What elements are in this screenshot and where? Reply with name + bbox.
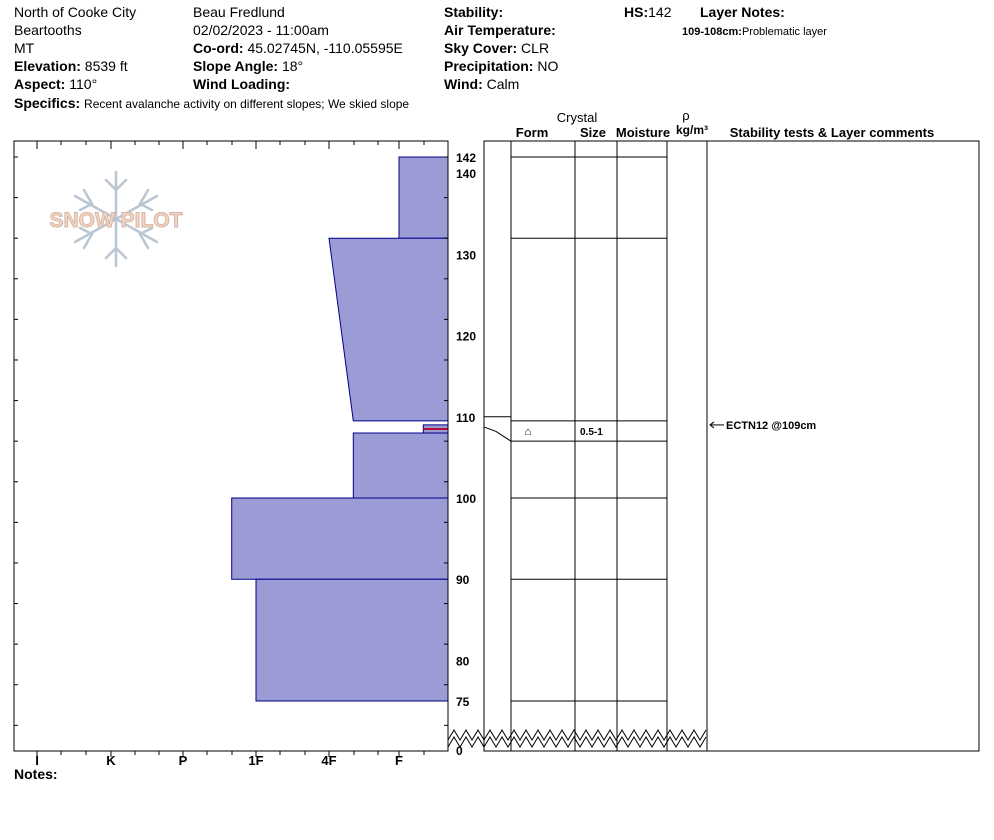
hardness-layer-1 [328, 237, 449, 422]
total-height: HS:142 [624, 4, 672, 20]
notes-label: Notes: [14, 766, 58, 782]
axis-break-zigzag-2 [447, 736, 707, 748]
y-tick-label-142: 142 [456, 151, 476, 165]
hardness-layer-5 [255, 578, 449, 702]
hardness-layer-0 [398, 156, 449, 239]
hardness-layer-3 [352, 432, 449, 499]
elevation: Elevation: 8539 ft [14, 58, 128, 74]
moisture-header: Moisture [616, 125, 670, 140]
x-tick-label-F: F [395, 753, 403, 768]
stability-arrowhead-0 [709, 421, 715, 429]
snowpilot-logo: SNOW PILOT [49, 170, 183, 268]
precipitation: Precipitation: NO [444, 58, 559, 74]
profile-grid: ⌂ 0.5-1 ECTN12 @109cm [447, 140, 980, 752]
air-temperature: Air Temperature: [444, 22, 556, 38]
observer: Beau Fredlund [193, 4, 285, 20]
wind: Wind: Calm [444, 76, 520, 92]
datetime: 02/02/2023 - 11:00am [193, 22, 329, 38]
y-tick-label-130: 130 [456, 248, 476, 262]
layer-note: 109-108cm:Problematic layer [682, 26, 827, 38]
hardness-layers [231, 156, 449, 702]
y-tick-label-140: 140 [456, 167, 476, 181]
state: MT [14, 40, 35, 56]
stability-comments-header: Stability tests & Layer comments [730, 125, 934, 140]
slope-angle: Slope Angle: 18° [193, 58, 304, 74]
axes: I K P 1F 4F F 142 140 130 120 110 100 90 80 75 0 [13, 140, 476, 768]
x-tick-label-1F: 1F [248, 753, 263, 768]
y-tick-label-90: 90 [456, 573, 470, 587]
sky-cover: Sky Cover: CLR [444, 40, 550, 56]
x-tick-label-I: I [35, 753, 39, 768]
grain-form-icon: ⌂ [525, 426, 532, 438]
x-tick-label-P: P [179, 753, 188, 768]
specifics: Specifics: Recent avalanche activity on … [14, 95, 410, 111]
y-tick-label-110: 110 [456, 411, 476, 425]
wind-loading: Wind Loading: [193, 76, 291, 92]
size-header: Size [580, 125, 606, 140]
y-tick-label-100: 100 [456, 492, 476, 506]
y-tick-label-75: 75 [456, 695, 470, 709]
axis-break-zigzag-1 [447, 729, 707, 741]
boundary-connector-bottom [483, 426, 512, 442]
stability-test-label-0: ECTN12 @109cm [726, 420, 816, 432]
crystal-header: Crystal [557, 110, 598, 125]
form-header: Form [516, 125, 549, 140]
rho-header: ρ [682, 108, 689, 123]
hardness-layer-4 [231, 497, 449, 580]
hardness-frame [13, 140, 449, 752]
density-unit-header: kg/m³ [676, 123, 708, 137]
layer-notes-heading: Layer Notes: [700, 4, 785, 20]
y-tick-label-80: 80 [456, 654, 470, 668]
coordinates: Co-ord: 45.02745N, -110.05595E [193, 40, 403, 56]
grain-size: 0.5-1 [580, 427, 603, 438]
y-tick-label-0: 0 [456, 744, 463, 758]
x-tick-label-K: K [106, 753, 116, 768]
location: North of Cooke City [14, 4, 137, 20]
y-tick-label-120: 120 [456, 330, 476, 344]
snowflake-icon [73, 170, 159, 268]
aspect: Aspect: 110° [14, 76, 98, 92]
grid-frame [483, 140, 980, 752]
stability: Stability: [444, 4, 504, 20]
mountain-range: Beartooths [14, 22, 82, 38]
logo-text: SNOW PILOT [50, 209, 183, 232]
x-tick-label-4F: 4F [321, 753, 336, 768]
